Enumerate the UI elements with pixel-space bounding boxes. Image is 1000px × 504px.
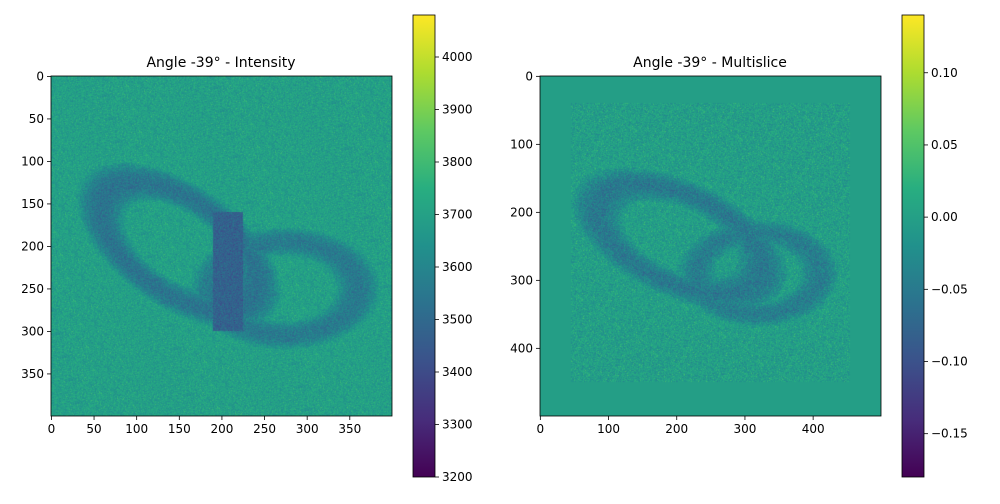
y-tick-label: 100	[510, 137, 533, 151]
x-tick-label: 100	[125, 422, 148, 436]
colorbar-tick-label: 0.00	[931, 210, 958, 224]
colorbar: −0.15 −0.10 −0.05 0.00 0.05 0.10	[901, 14, 968, 478]
panel-multislice: Angle -39° - Multislice 0 100 200 300 400 0 1…	[510, 14, 968, 478]
x-tick-label: 300	[296, 422, 319, 436]
x-axis: 0 100 200 300 400	[537, 416, 825, 436]
y-tick-label: 300	[21, 324, 44, 338]
colorbar-gradient	[412, 14, 436, 478]
colorbar-tick-label: 0.05	[931, 138, 958, 152]
y-tick-label: 200	[21, 239, 44, 253]
x-axis: 0 50 100 150 200 250 300 350	[48, 416, 361, 436]
colorbar-tick-label: 3600	[442, 260, 473, 274]
colorbar-axis: −0.15 −0.10 −0.05 0.00 0.05 0.10	[924, 66, 968, 441]
colorbar-tick-label: −0.05	[931, 282, 968, 296]
y-tick-label: 50	[29, 112, 44, 126]
colorbar-tick-label: 4000	[442, 50, 473, 64]
x-tick-label: 350	[338, 422, 361, 436]
chart-title: Angle -39° - Intensity	[146, 55, 295, 71]
chart-title: Angle -39° - Multislice	[633, 55, 787, 71]
heatmap-image	[51, 76, 392, 416]
colorbar-tick-label: 3800	[442, 155, 473, 169]
colorbar-tick-label: 3200	[442, 470, 473, 484]
x-tick-label: 200	[210, 422, 233, 436]
x-tick-label: 400	[802, 422, 825, 436]
colorbar: 3200 3300 3400 3500 3600 3700 3800 3900 4000	[412, 14, 473, 484]
colorbar-tick-label: 3700	[442, 208, 473, 222]
y-tick-label: 0	[36, 69, 44, 83]
y-tick-label: 300	[510, 273, 533, 287]
colorbar-tick-label: 3400	[442, 365, 473, 379]
x-tick-label: 0	[537, 422, 545, 436]
x-tick-label: 50	[86, 422, 101, 436]
colorbar-tick-label: 3500	[442, 313, 473, 327]
plot-frame	[539, 75, 882, 417]
x-tick-label: 200	[665, 422, 688, 436]
y-axis: 0 100 200 300 400	[510, 69, 540, 355]
y-tick-label: 350	[21, 367, 44, 381]
x-tick-label: 300	[733, 422, 756, 436]
y-tick-label: 150	[21, 197, 44, 211]
x-tick-label: 150	[168, 422, 191, 436]
y-axis: 0 50 100 150 200 250 300 350	[21, 69, 51, 381]
panel-intensity: Angle -39° - Intensity 0 50 100 150 200 250 30…	[21, 14, 473, 484]
colorbar-tick-label: 0.10	[931, 66, 958, 80]
y-tick-label: 100	[21, 154, 44, 168]
colorbar-tick-label: 3300	[442, 418, 473, 432]
plot-frame	[50, 75, 393, 417]
y-tick-label: 400	[510, 341, 533, 355]
colorbar-axis: 3200 3300 3400 3500 3600 3700 3800 3900 4000	[435, 50, 473, 484]
x-tick-label: 250	[253, 422, 276, 436]
y-tick-label: 0	[525, 69, 533, 83]
heatmap-image	[540, 76, 881, 416]
colorbar-tick-label: −0.15	[931, 427, 968, 441]
colorbar-tick-label: 3900	[442, 103, 473, 117]
x-tick-label: 0	[48, 422, 56, 436]
x-tick-label: 100	[597, 422, 620, 436]
y-tick-label: 250	[21, 282, 44, 296]
y-tick-label: 200	[510, 205, 533, 219]
colorbar-gradient	[901, 14, 925, 478]
colorbar-tick-label: −0.10	[931, 355, 968, 369]
